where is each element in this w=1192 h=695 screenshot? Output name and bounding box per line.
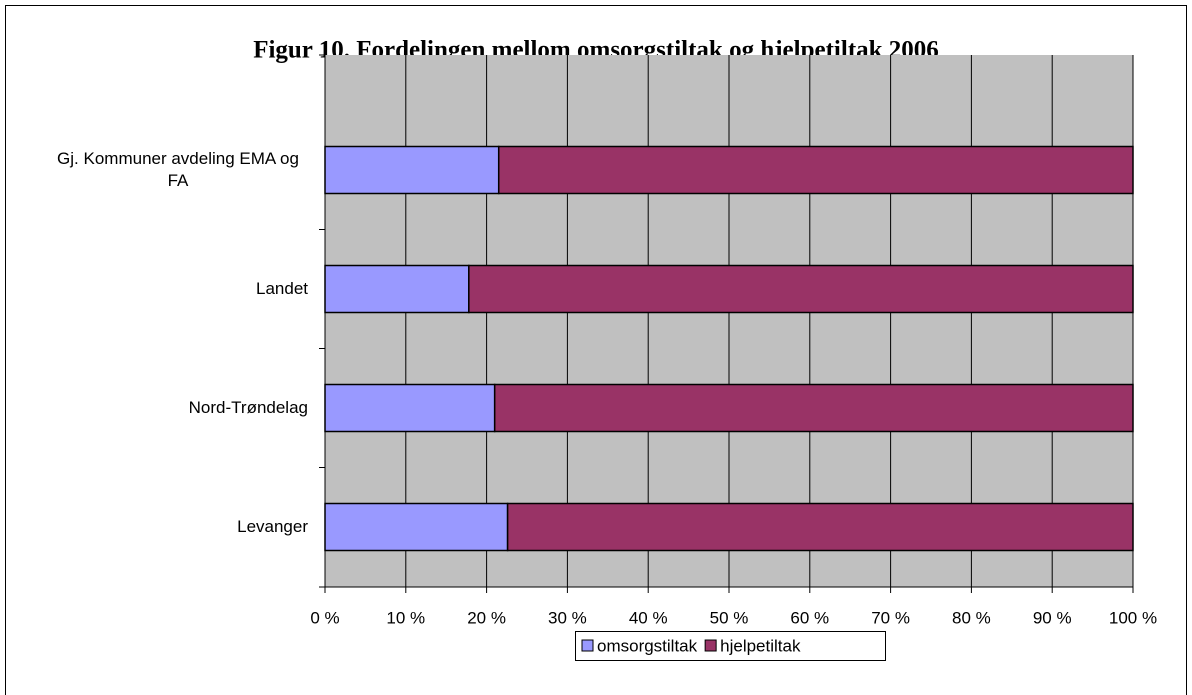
x-tick-label: 0 % [310, 608, 339, 627]
x-tick-label: 50 % [710, 608, 749, 627]
x-tick-label: 60 % [790, 608, 829, 627]
legend-label: omsorgstiltak [597, 636, 698, 655]
bar-segment [468, 264, 1134, 314]
y-tick-label: Nord-Trøndelag [188, 398, 308, 417]
bar-segment [493, 383, 1134, 433]
bar-segment [324, 264, 470, 314]
legend-box [575, 631, 886, 661]
x-tick-label: 20 % [467, 608, 506, 627]
bar-segment [506, 502, 1134, 552]
x-tick-label: 90 % [1033, 608, 1072, 627]
y-tick-label: Levanger [237, 517, 308, 536]
x-tick-label: 70 % [871, 608, 910, 627]
x-tick-label: 100 % [1109, 608, 1157, 627]
bar-segment [324, 145, 500, 195]
y-tick-label: Landet [256, 279, 308, 298]
legend-swatch [581, 639, 594, 652]
bar-segment [497, 145, 1134, 195]
x-tick-label: 40 % [629, 608, 668, 627]
bar-segment [324, 502, 509, 552]
y-tick-label: Gj. Kommuner avdeling EMA og FA [57, 149, 299, 190]
x-tick-label: 30 % [548, 608, 587, 627]
x-tick-label: 80 % [952, 608, 991, 627]
bar-segment [324, 383, 496, 433]
x-tick-label: 10 % [386, 608, 425, 627]
legend-label: hjelpetiltak [720, 636, 801, 655]
legend-swatch [704, 639, 717, 652]
